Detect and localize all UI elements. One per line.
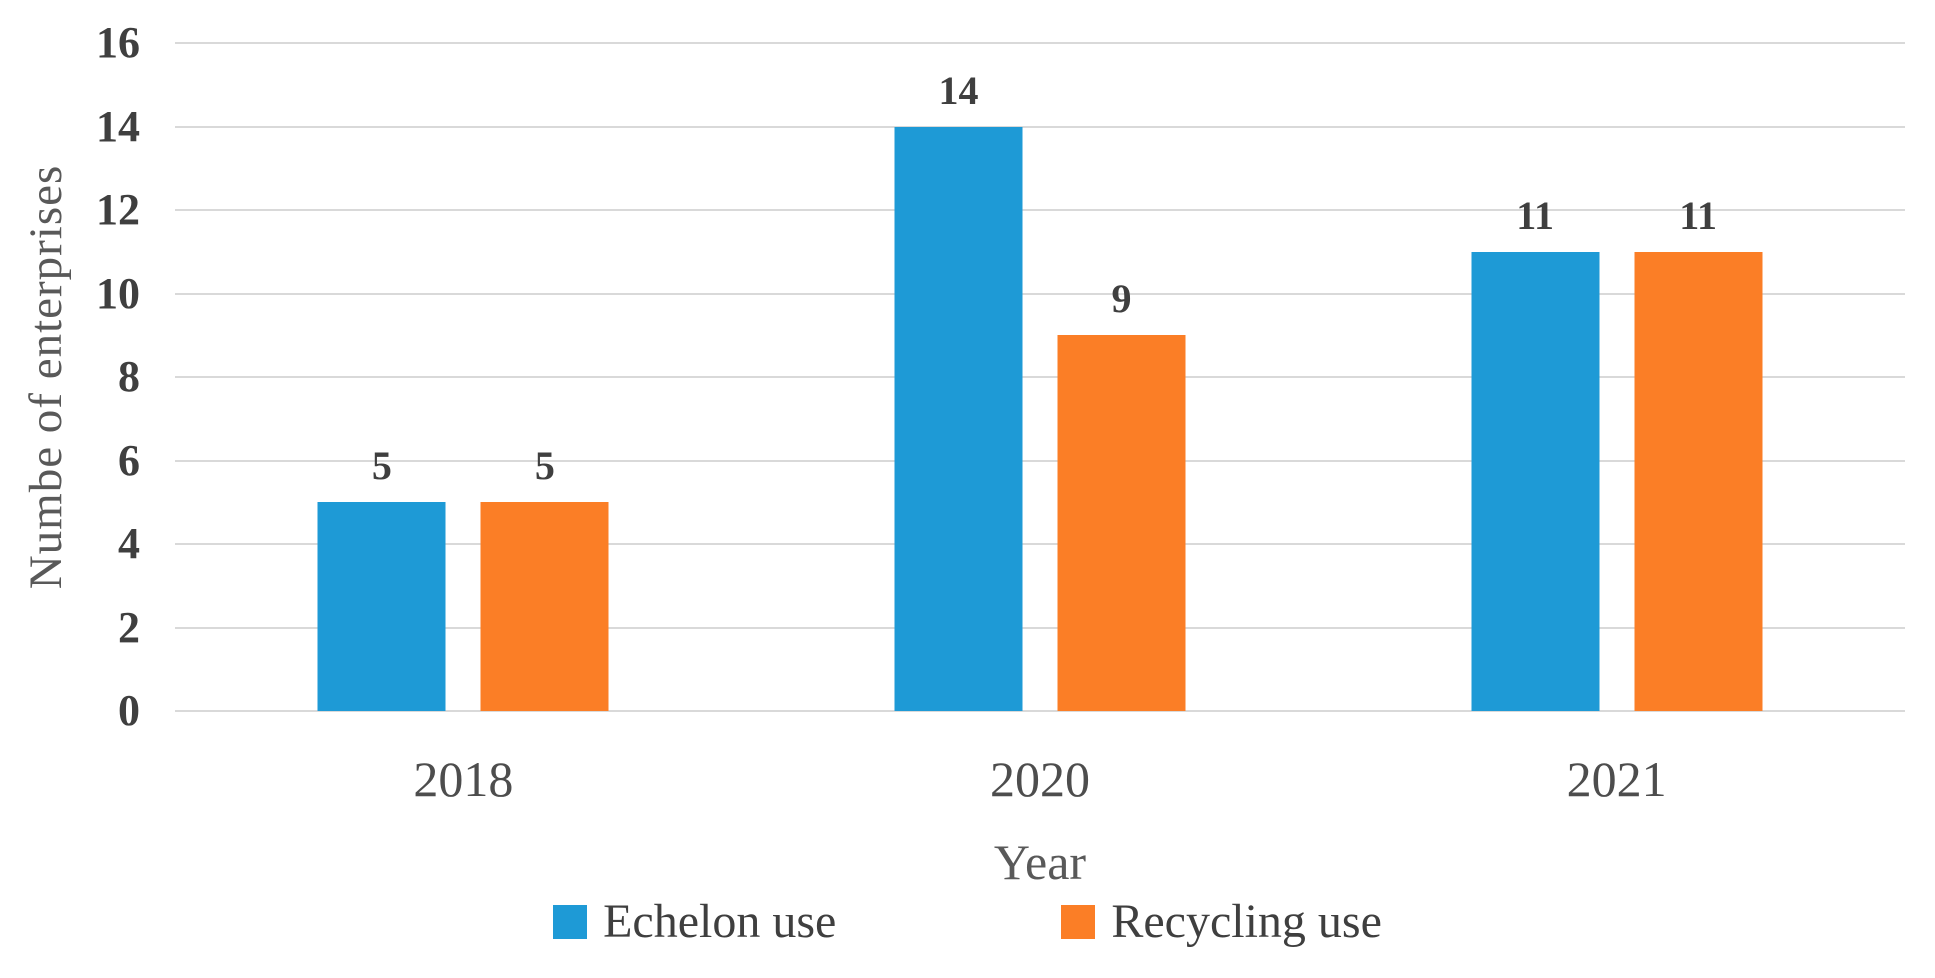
legend-label: Echelon use — [603, 895, 837, 948]
data-label: 11 — [1679, 192, 1718, 238]
data-label: 11 — [1516, 192, 1555, 238]
x-category-label-2021: 2021 — [1566, 751, 1667, 807]
bar-group-2021: 11 11 — [1471, 192, 1763, 711]
gridline-y-10 — [175, 292, 1905, 295]
bar-group-2020: 14 9 — [894, 67, 1186, 711]
legend-label: Recycling use — [1111, 895, 1382, 948]
plot-area: 5 5 14 9 11 11 — [175, 42, 1905, 712]
legend-item-recycling-use: Recycling use — [1061, 898, 1382, 946]
y-tick-label-0: 0 — [118, 686, 140, 735]
bar-2021-echelon-use — [1471, 251, 1600, 711]
legend-swatch-icon — [553, 905, 588, 939]
bar-wrap-2020-echelon-use: 14 — [894, 67, 1023, 711]
data-label: 9 — [1111, 276, 1132, 322]
bar-wrap-2018-echelon-use: 5 — [317, 443, 446, 711]
legend: Echelon use Recycling use — [0, 898, 1935, 946]
y-tick-label-8: 8 — [118, 352, 140, 401]
y-tick-label-14: 14 — [96, 101, 140, 151]
bar-wrap-2020-recycling-use: 9 — [1057, 276, 1186, 711]
gridline-y-6 — [175, 459, 1905, 462]
bar-wrap-2021-echelon-use: 11 — [1471, 192, 1600, 711]
data-label: 5 — [534, 443, 555, 489]
y-tick-label-10: 10 — [96, 268, 140, 318]
data-label: 14 — [938, 67, 979, 113]
gridline-y-8 — [175, 376, 1905, 378]
data-label: 5 — [371, 443, 392, 489]
y-tick-label-16: 16 — [96, 18, 140, 67]
bar-2020-echelon-use — [894, 126, 1023, 711]
gridline-y-2 — [175, 626, 1905, 629]
y-tick-label-12: 12 — [96, 185, 140, 234]
x-category-label-2018: 2018 — [413, 751, 514, 807]
bar-2018-echelon-use — [317, 502, 446, 711]
x-category-label-2020: 2020 — [990, 751, 1090, 807]
bar-2021-recycling-use — [1634, 251, 1763, 711]
legend-item-echelon-use: Echelon use — [553, 898, 836, 946]
x-axis-title: Year — [993, 834, 1087, 890]
y-axis-ticks: 0 2 4 6 8 10 12 14 16 — [0, 0, 140, 978]
gridline-y-4 — [175, 543, 1905, 545]
bar-wrap-2018-recycling-use: 5 — [480, 443, 609, 711]
bar-2018-recycling-use — [480, 502, 609, 711]
y-tick-label-6: 6 — [118, 435, 140, 485]
bar-2020-recycling-use — [1057, 335, 1186, 711]
gridline-y-16 — [175, 42, 1905, 44]
gridline-y-0 — [175, 710, 1905, 712]
y-tick-label-4: 4 — [118, 519, 140, 568]
gridline-y-14 — [175, 125, 1905, 128]
legend-swatch-icon — [1061, 905, 1096, 939]
y-tick-label-2: 2 — [118, 602, 140, 652]
gridline-y-12 — [175, 209, 1905, 211]
bar-wrap-2021-recycling-use: 11 — [1634, 192, 1763, 711]
